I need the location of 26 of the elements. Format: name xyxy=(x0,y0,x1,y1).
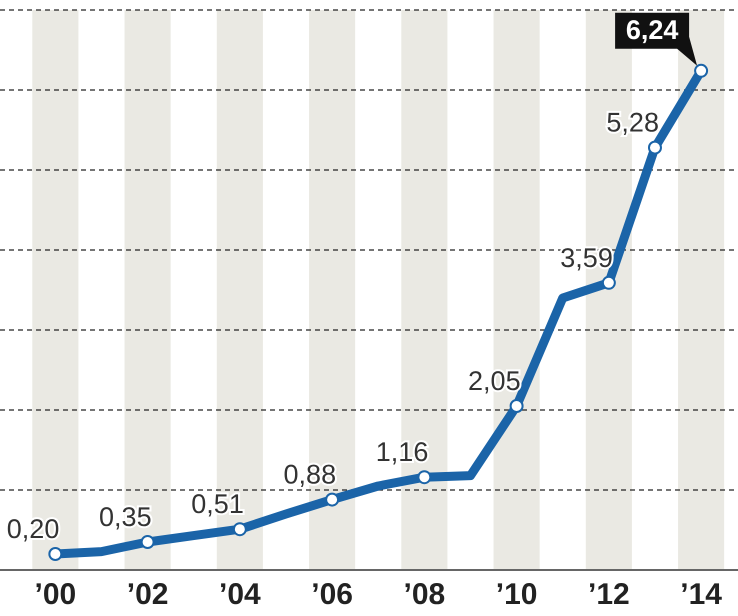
x-tick-label: ’08 xyxy=(403,578,446,611)
x-tick-label: ’14 xyxy=(680,578,722,611)
x-tick-label: ’12 xyxy=(588,578,630,611)
data-label: 6,24 xyxy=(626,14,678,45)
data-label: 3,59 xyxy=(560,242,613,273)
point xyxy=(510,399,524,413)
data-label: 0,88 xyxy=(284,460,336,490)
point xyxy=(694,64,708,78)
point xyxy=(48,547,62,561)
data-label: 0,20 xyxy=(6,514,60,544)
x-tick-label: ’00 xyxy=(34,578,76,611)
x-tick-label: ’02 xyxy=(126,578,168,611)
data-label: 0,51 xyxy=(191,489,244,520)
data-label: 0,35 xyxy=(99,502,152,532)
x-tick-label: ’10 xyxy=(496,578,538,611)
point xyxy=(417,470,432,484)
point xyxy=(602,276,616,290)
x-tick-label: ’04 xyxy=(218,578,262,611)
data-label: 2,05 xyxy=(468,366,521,396)
data-label: 1,16 xyxy=(376,437,428,468)
point xyxy=(325,492,340,507)
point xyxy=(648,140,662,155)
point xyxy=(140,535,155,549)
point xyxy=(232,522,247,536)
x-tick-label: ’06 xyxy=(311,578,353,611)
data-label: 5,28 xyxy=(606,108,659,138)
